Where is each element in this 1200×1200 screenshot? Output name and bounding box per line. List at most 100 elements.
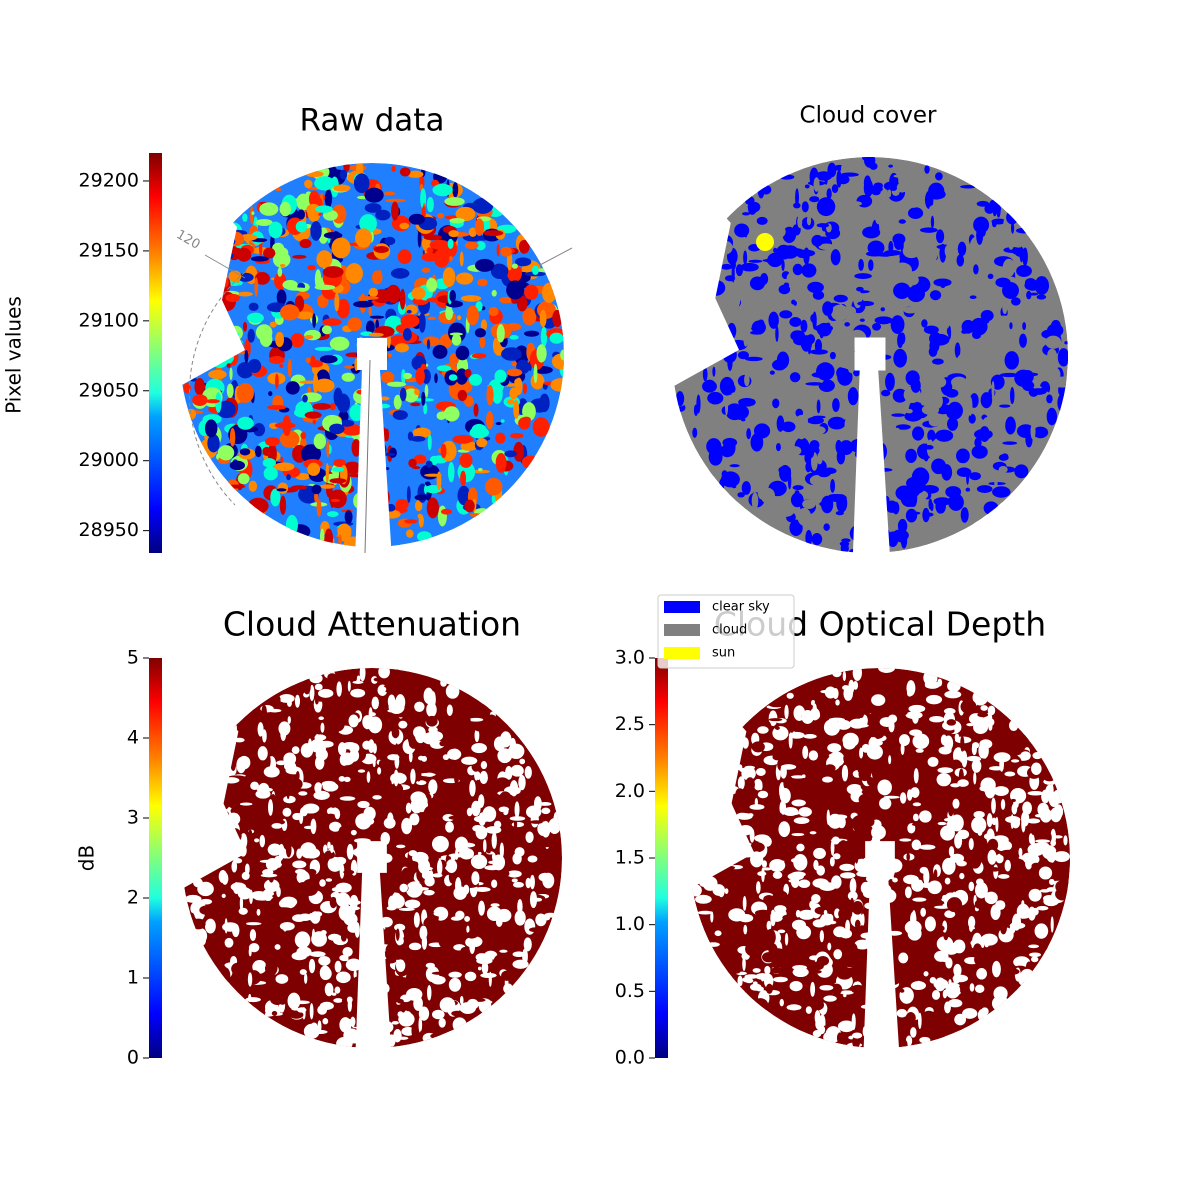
sky-blotch (973, 796, 979, 807)
sky-blotch (856, 705, 860, 716)
sky-blotch (368, 707, 373, 722)
sky-blotch (823, 995, 837, 1002)
sky-blotch (971, 816, 987, 834)
colorbar-tick-label: 29150 (79, 239, 139, 261)
sky-blotch (938, 925, 945, 932)
sky-blotch (906, 789, 913, 801)
sky-blotch (410, 435, 426, 442)
sky-blotch (849, 288, 855, 293)
sky-blotch (346, 915, 350, 925)
sky-blotch (338, 826, 346, 840)
sky-blotch (335, 848, 342, 854)
sky-blotch (428, 779, 438, 795)
sky-blotch (1027, 791, 1044, 796)
sky-blotch (480, 972, 497, 979)
sky-blotch (441, 797, 453, 802)
sky-blotch (421, 252, 438, 262)
sky-blotch (971, 742, 980, 749)
sky-blotch (514, 910, 526, 926)
sky-blotch (980, 310, 994, 322)
sky-blotch (487, 771, 496, 781)
sky-blotch (438, 1018, 446, 1028)
sky-blotch (343, 869, 355, 875)
sky-blotch (996, 315, 1014, 320)
sky-blotch (809, 955, 820, 961)
sky-blotch (960, 699, 977, 714)
sky-blotch (879, 797, 892, 810)
sky-blotch (290, 485, 308, 490)
sky-blotch (401, 817, 413, 835)
sky-blotch (952, 918, 967, 935)
sky-blotch (892, 233, 906, 245)
sky-blotch (431, 971, 448, 975)
sky-blotch (811, 234, 824, 247)
sky-blotch (745, 777, 755, 792)
sky-blotch (898, 970, 907, 978)
sky-blotch (741, 766, 756, 781)
legend-patch (664, 624, 700, 636)
sky-blotch (460, 295, 482, 302)
sky-blotch (1003, 737, 1018, 749)
sky-blotch (267, 404, 287, 410)
sky-blotch (978, 227, 986, 237)
sky-blotch (488, 971, 492, 987)
sky-blotch (857, 764, 864, 774)
sky-blotch (300, 432, 307, 440)
sky-blotch (980, 1007, 989, 1016)
sky-blotch (409, 813, 420, 826)
sky-blotch (535, 913, 547, 927)
sky-blotch (257, 1001, 262, 1018)
colorbar-tick-label: 5 (127, 647, 139, 669)
sky-blotch (353, 300, 374, 308)
sky-blotch (478, 900, 485, 916)
sky-blotch (858, 793, 873, 806)
sky-blotch (402, 936, 408, 952)
sky-blotch (324, 528, 334, 547)
sky-blotch (482, 839, 487, 853)
sky-blotch (280, 304, 300, 321)
sky-blotch (800, 319, 808, 333)
sky-blotch (426, 247, 434, 254)
sky-blotch (905, 1011, 916, 1025)
sky-blotch (248, 947, 252, 957)
sky-blotch (426, 497, 439, 519)
sky-blotch (466, 305, 479, 326)
sky-blotch (762, 836, 772, 847)
sky-blotch (1053, 851, 1070, 863)
sky-blotch (1030, 423, 1036, 440)
sky-blotch (1000, 799, 1006, 810)
sky-blotch (347, 317, 362, 332)
sky-blotch (315, 205, 333, 213)
sky-blotch (328, 489, 347, 509)
sky-blotch (898, 219, 906, 224)
sky-blotch (263, 879, 280, 893)
sky-blotch (423, 805, 438, 822)
sky-blotch (348, 714, 359, 728)
sky-blotch (931, 990, 941, 1000)
sky-blotch (256, 961, 266, 969)
sky-blotch (307, 264, 316, 271)
sky-blotch (704, 379, 715, 387)
sky-blotch (1018, 847, 1023, 857)
sky-blotch (307, 462, 321, 476)
sky-blotch (471, 871, 480, 886)
sky-blotch (301, 878, 319, 896)
sky-blotch (269, 321, 277, 328)
sky-blotch (465, 937, 479, 948)
sky-blotch (426, 985, 432, 1001)
sky-blotch (1057, 394, 1067, 412)
sky-blotch (470, 854, 488, 869)
sky-blotch (919, 227, 938, 233)
sky-blotch (262, 458, 276, 468)
sky-blotch (239, 895, 244, 912)
sky-blotch (477, 278, 488, 287)
sky-blotch (329, 423, 345, 435)
sky-blotch (417, 229, 422, 248)
sky-blotch (1064, 341, 1068, 345)
sky-blotch (391, 201, 399, 221)
sky-blotch (276, 760, 287, 766)
sky-blotch (970, 317, 988, 336)
sky-blotch (254, 271, 270, 285)
sky-blotch (809, 900, 816, 910)
sky-blotch (942, 894, 948, 901)
